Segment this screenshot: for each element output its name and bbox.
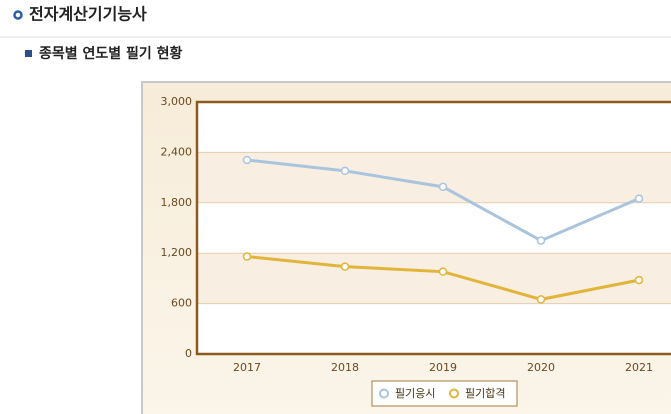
- point: [634, 275, 644, 285]
- y-tick-label: 600: [171, 297, 192, 310]
- point: [536, 295, 546, 304]
- title-icon: [13, 10, 23, 20]
- legend-marker: [379, 388, 389, 399]
- page-title: 전자계산기기능사: [29, 5, 147, 24]
- legend-box: [371, 380, 518, 407]
- point: [340, 166, 350, 176]
- point: [536, 236, 546, 245]
- legend-marker: [449, 388, 459, 399]
- y-tick-label: 3,000: [161, 95, 193, 108]
- legend-label: 필기응시: [395, 387, 435, 400]
- y-tick-label: 1,200: [161, 246, 193, 259]
- y-tick-label: 2,400: [161, 145, 193, 158]
- legend: 필기응시 필기합격: [371, 380, 518, 407]
- plot-border: [195, 100, 671, 356]
- point: [634, 194, 644, 203]
- x-tick-label: 2020: [527, 361, 555, 374]
- point: [438, 267, 448, 276]
- band: [197, 253, 671, 304]
- y-tick-label: 1,800: [161, 196, 193, 209]
- band: [197, 152, 671, 203]
- x-tick-label: 2021: [625, 361, 653, 374]
- subtitle-icon: [25, 50, 32, 57]
- point: [242, 252, 252, 261]
- x-tick-label: 2018: [331, 361, 359, 374]
- subtitle: 종목별 연도별 필기 현황: [39, 45, 183, 62]
- point: [242, 155, 252, 165]
- plot-background: [197, 102, 671, 354]
- point: [340, 262, 350, 271]
- legend-label: 필기합격: [465, 387, 505, 400]
- y-tick-label: 0: [185, 347, 192, 360]
- point: [438, 182, 448, 192]
- x-tick-label: 2019: [429, 361, 457, 374]
- x-tick-label: 2017: [233, 361, 261, 374]
